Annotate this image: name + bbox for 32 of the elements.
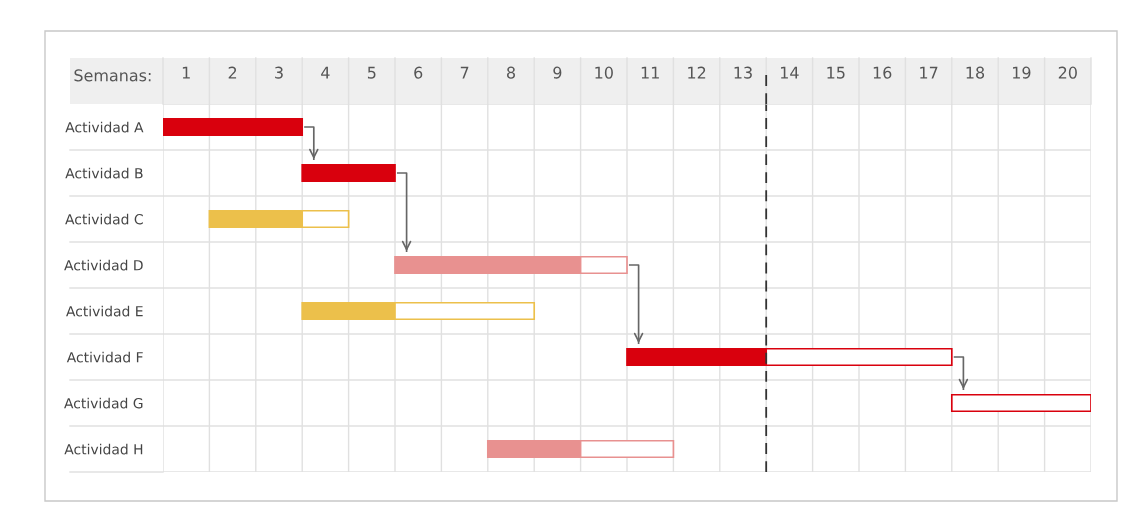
- x-tick-label: 20: [1058, 66, 1077, 79]
- x-tick-label: 14: [780, 66, 799, 79]
- x-tick-label: 12: [688, 66, 706, 79]
- x-tick-label: 10: [595, 66, 613, 79]
- bar: [163, 117, 304, 137]
- x-axis-title: Semanas:: [74, 69, 151, 82]
- x-tick-label: 11: [641, 66, 659, 79]
- x-tick-label: 19: [1012, 66, 1031, 79]
- x-tick-label: 7: [460, 66, 469, 79]
- y-tick-label: Actividad F: [66, 351, 143, 363]
- y-tick-label: Actividad C: [65, 213, 143, 225]
- y-tick-label: Actividad D: [64, 259, 143, 271]
- x-tick-label: 6: [414, 66, 423, 79]
- x-tick-label: 13: [734, 66, 752, 79]
- x-tick-label: 5: [367, 66, 376, 79]
- y-tick-label: Actividad A: [65, 121, 144, 133]
- x-tick-label: 8: [507, 66, 515, 79]
- bar: [950, 393, 1091, 413]
- x-tick-label: 9: [553, 66, 562, 79]
- x-tick-label: 1: [182, 66, 190, 79]
- x-tick-label: 15: [827, 66, 845, 79]
- x-tick-label: 16: [873, 66, 892, 79]
- x-tick-label: 17: [920, 66, 938, 79]
- y-tick-label: Actividad H: [64, 443, 143, 455]
- y-tick-label: Actividad B: [65, 167, 143, 179]
- x-tick-label: 4: [321, 66, 330, 79]
- y-tick-label: Actividad G: [64, 397, 143, 409]
- y-tick-label: Actividad E: [66, 305, 143, 317]
- x-tick-label: 2: [228, 66, 237, 79]
- x-tick-label: 18: [966, 66, 985, 79]
- x-tick-label: 3: [275, 66, 283, 79]
- bar: [301, 163, 396, 183]
